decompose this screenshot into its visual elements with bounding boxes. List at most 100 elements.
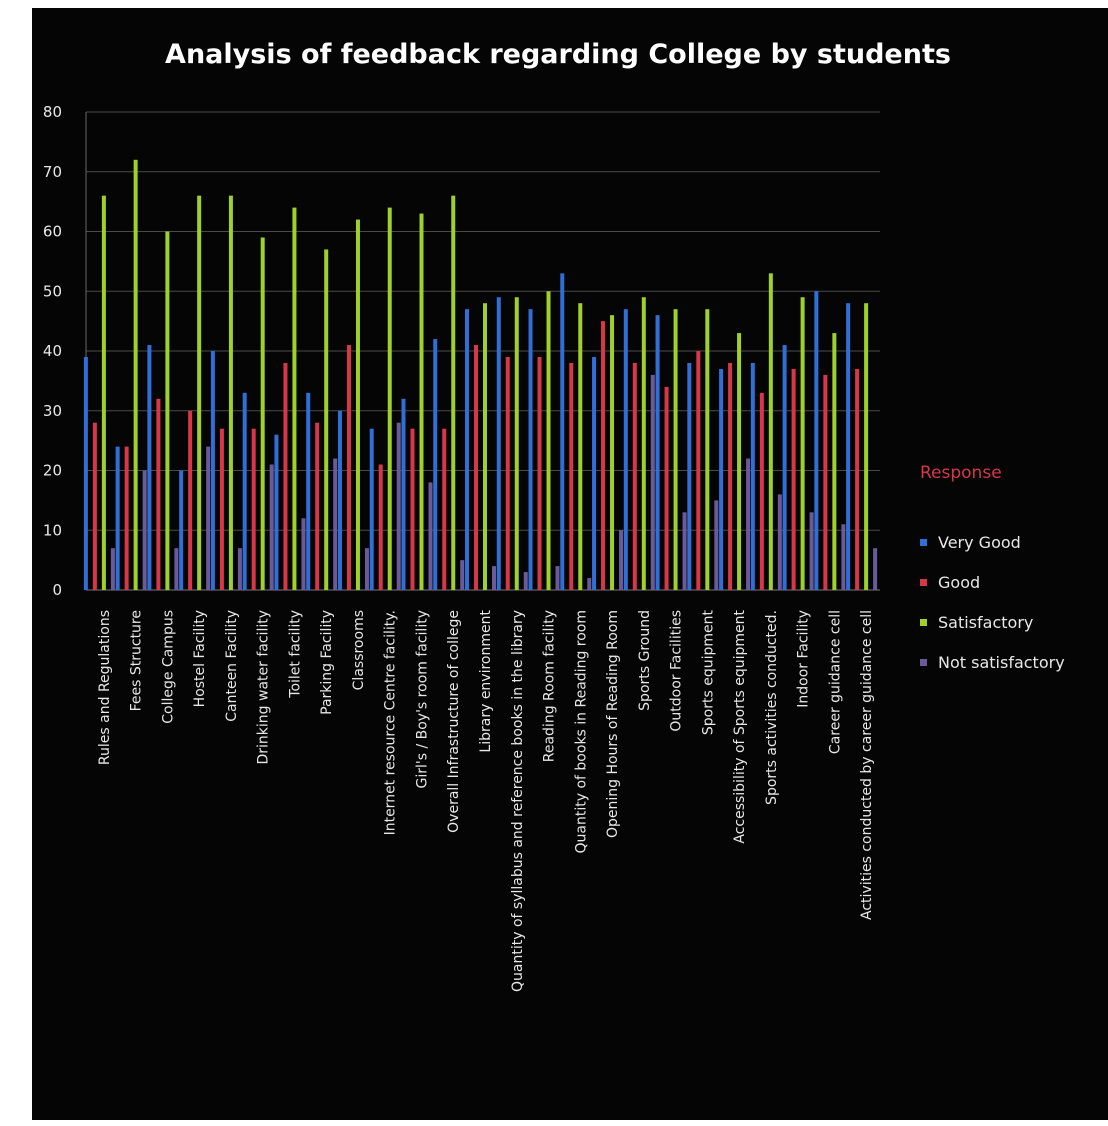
bar-very-good xyxy=(719,368,724,590)
bar-good xyxy=(346,345,351,590)
bar-good xyxy=(92,422,97,590)
bar-good xyxy=(474,345,478,590)
bar-satisfactory xyxy=(260,237,265,590)
bar-good xyxy=(569,362,574,590)
bar-good xyxy=(664,386,669,590)
bar-satisfactory xyxy=(768,273,773,590)
bar-satisfactory xyxy=(514,297,519,590)
bar-very-good xyxy=(750,362,755,590)
bar-not-satisfactory xyxy=(206,446,211,590)
bar-very-good xyxy=(83,356,88,590)
bar-very-good xyxy=(210,351,215,590)
legend-title: Response xyxy=(920,463,1002,483)
x-category-label: Career guidance cell xyxy=(827,610,843,754)
bar-satisfactory xyxy=(610,315,615,590)
bar-not-satisfactory xyxy=(333,458,338,590)
bar-good xyxy=(632,362,637,590)
bar-satisfactory xyxy=(483,303,487,590)
bar-good xyxy=(156,398,161,590)
bar-satisfactory xyxy=(101,195,106,590)
legend-swatch xyxy=(920,659,927,666)
bar-not-satisfactory xyxy=(110,548,115,590)
x-category-label: Accessibility of Sports equipment xyxy=(732,609,748,843)
y-tick-label: 50 xyxy=(43,282,62,300)
x-category-label: Internet resource Centre facility. xyxy=(383,610,399,835)
x-category-label: Canteen Facility xyxy=(224,610,240,722)
bar-satisfactory xyxy=(165,231,170,590)
x-category-label: College Campus xyxy=(160,610,176,724)
x-category-label: Toilet facility xyxy=(287,610,303,699)
bar-very-good xyxy=(306,392,311,590)
bar-good xyxy=(410,428,415,590)
bar-very-good xyxy=(147,345,152,590)
y-tick-label: 30 xyxy=(43,402,62,420)
x-axis-categories: Rules and Regulations Fees Structure Colle… xyxy=(97,609,875,991)
bar-good xyxy=(505,356,510,590)
bar-not-satisfactory xyxy=(809,512,814,590)
bar-not-satisfactory xyxy=(492,566,496,590)
bars xyxy=(83,159,878,591)
bar-good xyxy=(124,446,129,590)
x-category-label: Sports Ground xyxy=(637,610,653,711)
bar-very-good xyxy=(242,392,247,590)
bar-satisfactory xyxy=(641,297,646,590)
x-category-label: Outdoor Facilities xyxy=(669,610,685,732)
bar-good xyxy=(855,368,860,590)
x-category-label: Hostel Facility xyxy=(192,610,208,707)
bar-not-satisfactory xyxy=(301,518,306,590)
x-category-label: Quantity of syllabus and reference books… xyxy=(510,610,526,992)
y-tick-label: 70 xyxy=(43,163,62,181)
bar-good xyxy=(188,410,193,590)
bar-satisfactory xyxy=(546,291,551,590)
bar-very-good xyxy=(846,303,851,590)
bar-not-satisfactory xyxy=(269,464,274,590)
x-category-label: Sports activities conducted. xyxy=(764,610,780,805)
bar-good xyxy=(219,428,224,590)
bar-very-good xyxy=(687,362,692,590)
bar-good xyxy=(283,362,288,590)
legend-swatch xyxy=(920,539,927,546)
bar-good xyxy=(696,351,701,590)
bar-good xyxy=(315,422,320,590)
bar-satisfactory xyxy=(292,207,297,590)
bar-not-satisfactory xyxy=(873,548,878,590)
bar-good xyxy=(728,362,733,590)
bar-satisfactory xyxy=(451,195,456,590)
x-category-label: Fees Structure xyxy=(129,610,145,711)
x-category-label: Quantity of books in Reading room xyxy=(573,610,589,853)
bar-satisfactory xyxy=(324,249,329,591)
bar-very-good xyxy=(433,339,438,590)
bar-very-good xyxy=(528,309,533,590)
bar-very-good xyxy=(465,309,469,590)
bar-not-satisfactory xyxy=(237,548,242,590)
bar-very-good xyxy=(655,315,660,590)
legend: Response Very Good Good Satisfactory Not sa… xyxy=(920,463,1065,672)
bar-not-satisfactory xyxy=(523,572,528,590)
bar-very-good xyxy=(337,410,342,590)
x-category-label: Overall Infrastructure of college xyxy=(446,610,462,833)
bar-satisfactory xyxy=(673,309,678,590)
bar-satisfactory xyxy=(197,195,202,590)
y-tick-label: 60 xyxy=(43,223,62,241)
y-tick-label: 80 xyxy=(43,103,62,121)
chart-svg: Analysis of feedback regarding College b… xyxy=(43,39,1065,992)
x-category-label: Girl's / Boy's room facility xyxy=(414,610,430,789)
bar-not-satisfactory xyxy=(396,422,401,590)
bar-good xyxy=(791,368,796,590)
y-tick-label: 20 xyxy=(43,462,62,480)
x-category-label: Classrooms xyxy=(351,610,367,690)
bar-very-good xyxy=(274,434,279,590)
bar-very-good xyxy=(401,398,406,590)
x-category-label: Parking Facility xyxy=(319,610,335,715)
y-tick-label: 0 xyxy=(52,581,62,599)
bar-very-good xyxy=(623,309,628,590)
y-tick-label: 40 xyxy=(43,342,62,360)
bar-very-good xyxy=(782,345,787,590)
bar-very-good xyxy=(369,428,374,590)
chart-title: Analysis of feedback regarding College b… xyxy=(165,39,951,70)
bar-not-satisfactory xyxy=(777,494,782,590)
legend-entry: Good xyxy=(938,573,980,592)
bar-very-good xyxy=(592,356,597,590)
bar-satisfactory xyxy=(133,159,138,591)
bar-good xyxy=(378,464,383,590)
